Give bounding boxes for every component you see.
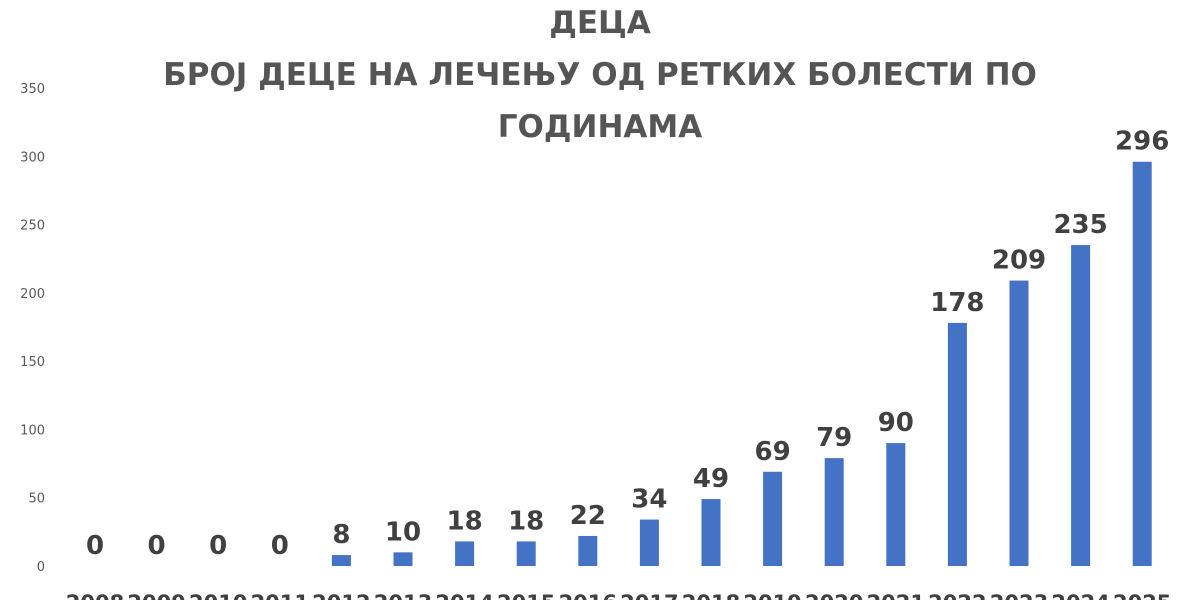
chart-title-line-3: ГОДИНАМА xyxy=(497,109,703,145)
x-tick-label: 2013 xyxy=(374,591,432,600)
y-tick-label: 300 xyxy=(20,150,45,165)
data-label-2019: 69 xyxy=(755,437,791,467)
data-label-2013: 10 xyxy=(385,517,421,547)
data-label-2018: 49 xyxy=(693,464,729,494)
x-tick-label: 2014 xyxy=(435,591,493,600)
bar-2013 xyxy=(393,552,413,566)
data-label-2009: 0 xyxy=(148,531,166,561)
bar-2022 xyxy=(947,322,967,566)
bar-2024 xyxy=(1071,245,1091,567)
x-tick-label: 2012 xyxy=(312,591,370,600)
bar-2015 xyxy=(516,541,536,566)
x-tick-label: 2022 xyxy=(928,591,986,600)
y-tick-label: 100 xyxy=(20,423,45,438)
data-label-2023: 209 xyxy=(992,246,1046,276)
x-tick-label: 2023 xyxy=(990,591,1048,600)
data-label-2010: 0 xyxy=(209,531,227,561)
bar-2025 xyxy=(1132,161,1152,566)
data-label-2024: 235 xyxy=(1053,210,1107,240)
x-tick-label: 2025 xyxy=(1113,591,1171,600)
y-tick-label: 50 xyxy=(28,492,45,507)
y-tick-label: 0 xyxy=(37,560,45,575)
x-tick-label: 2019 xyxy=(743,591,801,600)
data-label-2008: 0 xyxy=(86,531,104,561)
x-tick-label: 2021 xyxy=(867,591,925,600)
x-tick-label: 2009 xyxy=(127,591,185,600)
x-tick-label: 2018 xyxy=(682,591,740,600)
data-label-2021: 90 xyxy=(878,408,914,438)
bar-2020 xyxy=(824,458,844,566)
x-tick-label: 2011 xyxy=(251,591,309,600)
data-label-2017: 34 xyxy=(631,485,667,515)
x-tick-label: 2016 xyxy=(559,591,617,600)
y-tick-label: 250 xyxy=(20,219,45,234)
x-tick-label: 2020 xyxy=(805,591,863,600)
y-tick-label: 350 xyxy=(20,82,45,97)
bar-2014 xyxy=(455,541,475,566)
bar-2016 xyxy=(578,535,598,566)
data-label-2022: 178 xyxy=(930,288,984,318)
bar-2023 xyxy=(1009,280,1029,566)
bar-2018 xyxy=(701,499,721,566)
chart-title-line-1: ДЕЦА xyxy=(549,5,651,41)
chart-title-line-2: БРОЈ ДЕЦЕ НА ЛЕЧЕЊУ ОД РЕТКИХ БОЛЕСТИ ПО xyxy=(163,57,1037,93)
bar-2017 xyxy=(639,519,659,566)
bar-2019 xyxy=(763,471,783,566)
data-label-2025: 296 xyxy=(1115,127,1169,157)
y-axis: 0 50 100 150 200 250 300 350 xyxy=(20,82,45,575)
data-label-2014: 18 xyxy=(447,506,483,536)
x-tick-label: 2008 xyxy=(66,591,124,600)
x-tick-label: 2017 xyxy=(620,591,678,600)
data-label-2015: 18 xyxy=(508,506,544,536)
data-label-2020: 79 xyxy=(816,423,852,453)
bar-2021 xyxy=(886,443,906,566)
x-tick-label: 2015 xyxy=(497,591,555,600)
bar-series xyxy=(331,161,1152,567)
y-tick-label: 150 xyxy=(20,355,45,370)
data-label-2016: 22 xyxy=(570,501,606,531)
x-axis: 20082009 2010 20112012 20132014 2015 20162017… xyxy=(66,591,1172,600)
x-tick-label: 2024 xyxy=(1051,591,1109,600)
data-label-2011: 0 xyxy=(271,531,289,561)
data-label-2012: 8 xyxy=(332,520,350,550)
bar-2012 xyxy=(331,555,351,566)
y-tick-label: 200 xyxy=(20,287,45,302)
x-tick-label: 2010 xyxy=(189,591,247,600)
